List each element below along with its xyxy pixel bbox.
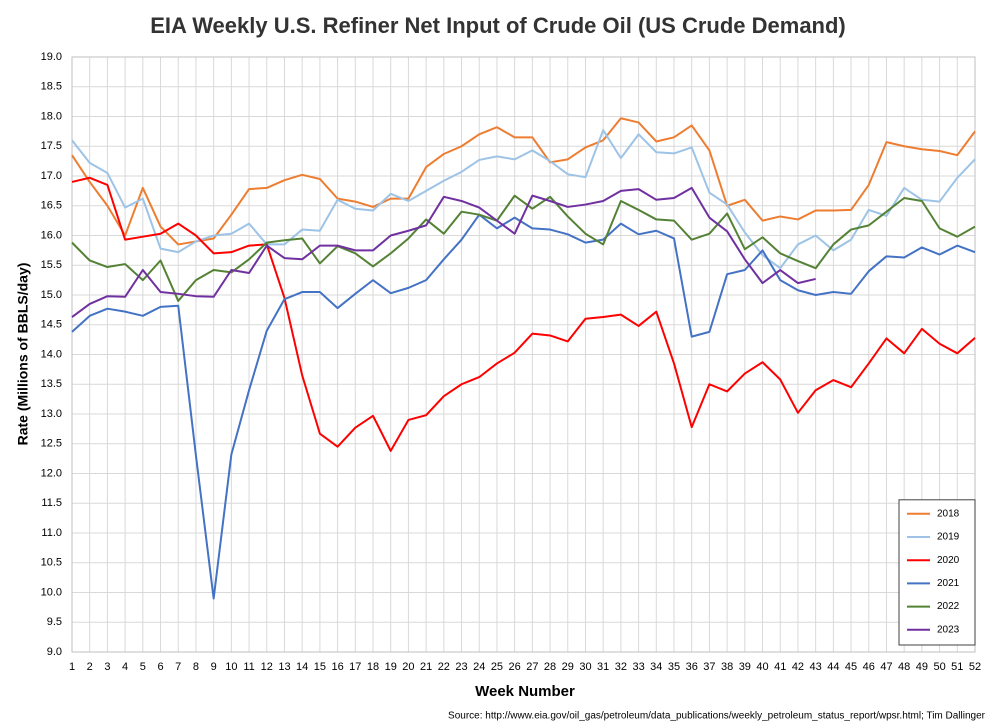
x-tick-label: 1 — [69, 661, 75, 673]
y-tick-label: 13.0 — [41, 408, 62, 420]
x-tick-label: 46 — [863, 661, 875, 673]
x-tick-label: 42 — [792, 661, 804, 673]
x-tick-label: 48 — [898, 661, 910, 673]
x-tick-label: 8 — [193, 661, 199, 673]
y-tick-label: 11.0 — [41, 527, 62, 539]
y-tick-label: 14.5 — [41, 319, 62, 331]
x-tick-label: 21 — [420, 661, 432, 673]
x-tick-label: 27 — [526, 661, 538, 673]
legend-label: 2023 — [937, 624, 960, 635]
x-tick-label: 40 — [756, 661, 768, 673]
x-tick-label: 25 — [491, 661, 503, 673]
x-tick-label: 36 — [686, 661, 698, 673]
y-tick-label: 12.0 — [41, 467, 62, 479]
y-tick-label: 17.0 — [41, 170, 62, 182]
x-tick-label: 43 — [810, 661, 822, 673]
x-tick-label: 12 — [261, 661, 273, 673]
series-line — [71, 176, 976, 452]
y-tick-label: 18.0 — [41, 110, 62, 122]
y-tick-label: 10.5 — [41, 557, 62, 569]
legend-label: 2019 — [937, 532, 960, 543]
y-tick-label: 19.0 — [41, 51, 62, 63]
series-line — [71, 117, 976, 246]
chart-title: EIA Weekly U.S. Refiner Net Input of Cru… — [150, 13, 846, 38]
series-line — [71, 186, 816, 318]
legend-label: 2020 — [937, 555, 960, 566]
x-tick-label: 9 — [211, 661, 217, 673]
x-tick-label: 35 — [668, 661, 680, 673]
x-tick-label: 49 — [916, 661, 928, 673]
x-tick-label: 34 — [650, 661, 662, 673]
y-tick-label: 15.0 — [41, 289, 62, 301]
series-line — [71, 213, 976, 600]
legend-box — [898, 499, 976, 646]
x-axis-label: Week Number — [475, 683, 575, 700]
series-line — [71, 194, 976, 302]
y-tick-label: 17.5 — [41, 140, 62, 152]
series-line — [71, 129, 976, 270]
x-tick-label: 18 — [367, 661, 379, 673]
x-tick-label: 30 — [579, 661, 591, 673]
x-tick-label: 51 — [951, 661, 963, 673]
x-tick-label: 16 — [331, 661, 343, 673]
plot-border — [71, 56, 976, 653]
x-tick-label: 28 — [544, 661, 556, 673]
x-tick-label: 10 — [225, 661, 237, 673]
legend-label: 2018 — [937, 508, 960, 519]
x-tick-label: 3 — [104, 661, 110, 673]
y-tick-label: 15.5 — [41, 259, 62, 271]
legend-label: 2021 — [937, 578, 960, 589]
x-tick-label: 41 — [774, 661, 786, 673]
y-tick-label: 14.0 — [41, 348, 62, 360]
legend-label: 2022 — [937, 601, 960, 612]
x-tick-label: 13 — [278, 661, 290, 673]
x-tick-label: 29 — [562, 661, 574, 673]
x-tick-label: 4 — [122, 661, 128, 673]
x-tick-label: 11 — [243, 661, 254, 673]
y-axis-label: Rate (Millions of BBLS/day) — [15, 263, 31, 446]
x-tick-label: 24 — [473, 661, 485, 673]
x-tick-label: 7 — [175, 661, 181, 673]
x-tick-label: 15 — [314, 661, 326, 673]
x-tick-label: 5 — [140, 661, 146, 673]
x-tick-label: 6 — [157, 661, 163, 673]
y-tick-label: 11.5 — [41, 497, 62, 509]
x-tick-label: 52 — [969, 661, 981, 673]
x-tick-label: 47 — [880, 661, 892, 673]
x-tick-label: 14 — [296, 661, 308, 673]
y-tick-label: 18.5 — [41, 81, 62, 93]
x-tick-label: 2 — [87, 661, 93, 673]
y-tick-label: 12.5 — [41, 438, 62, 450]
x-tick-label: 32 — [615, 661, 627, 673]
x-tick-label: 17 — [349, 661, 361, 673]
source-note: Source: http://www.eia.gov/oil_gas/petro… — [448, 711, 986, 722]
x-tick-label: 26 — [509, 661, 521, 673]
y-tick-label: 10.0 — [41, 586, 62, 598]
y-tick-label: 16.0 — [41, 229, 62, 241]
x-tick-label: 39 — [739, 661, 751, 673]
x-tick-label: 37 — [703, 661, 715, 673]
x-tick-label: 19 — [385, 661, 397, 673]
x-tick-label: 31 — [597, 661, 609, 673]
x-tick-label: 23 — [455, 661, 467, 673]
x-tick-label: 45 — [845, 661, 857, 673]
x-tick-label: 20 — [402, 661, 414, 673]
x-tick-label: 50 — [933, 661, 945, 673]
y-tick-label: 16.5 — [41, 200, 62, 212]
y-tick-label: 13.5 — [41, 378, 62, 390]
x-tick-label: 38 — [721, 661, 733, 673]
x-tick-label: 33 — [632, 661, 644, 673]
x-tick-label: 44 — [827, 661, 839, 673]
y-tick-label: 9.0 — [47, 646, 62, 658]
x-tick-label: 22 — [438, 661, 450, 673]
y-tick-label: 9.5 — [47, 616, 62, 628]
